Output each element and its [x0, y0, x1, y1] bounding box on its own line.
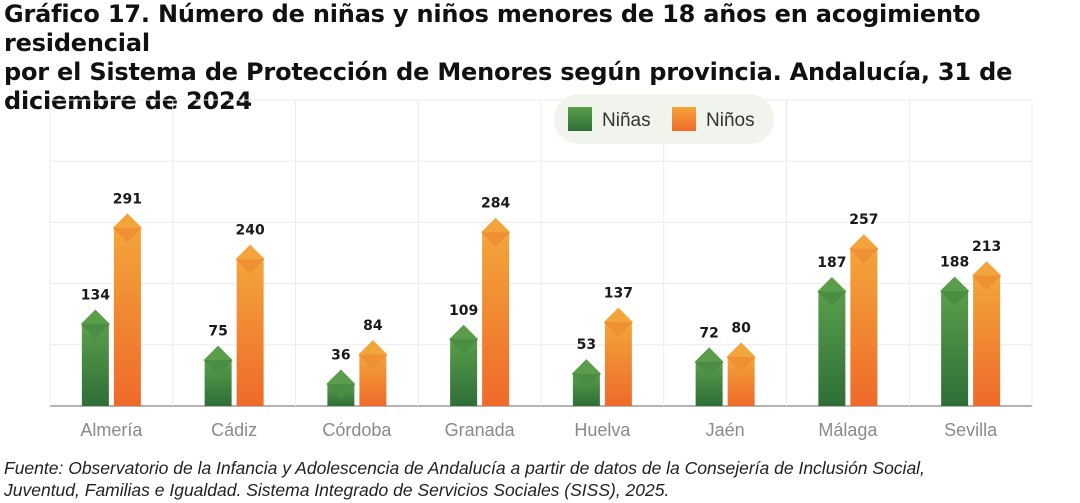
bar-ninos [113, 227, 141, 406]
data-label: 284 [481, 196, 510, 212]
data-label: 80 [731, 321, 751, 337]
bar-cap-diamond [940, 276, 970, 306]
x-tick-label: Almería [80, 420, 143, 440]
x-tick-label: Huelva [574, 420, 631, 440]
x-tick-label: Málaga [818, 420, 878, 440]
data-label: 188 [940, 254, 969, 270]
legend-background [554, 94, 774, 144]
source-line: Juventud, Familias e Igualdad. Sistema I… [4, 480, 670, 500]
data-label: 187 [817, 255, 846, 271]
data-label: 75 [208, 324, 227, 340]
bar-cap-shade [571, 373, 601, 389]
bar-cap-shade [726, 357, 756, 372]
source-note: Fuente: Observatorio de la Infancia y Ad… [4, 457, 1078, 501]
bar-cap-shade [326, 383, 356, 399]
data-label: 213 [972, 239, 1001, 255]
bar-cap-shade [940, 290, 970, 306]
bar-cap-diamond [571, 359, 601, 389]
bar-ninos [973, 275, 1001, 406]
data-label: 109 [449, 303, 478, 319]
title-line: por el Sistema de Protección de Menores … [4, 58, 1013, 86]
bar-cap-shade [235, 259, 265, 274]
bar-cap-diamond [326, 369, 356, 399]
bar-cap-diamond [358, 340, 388, 370]
bar-ninos [236, 259, 264, 406]
bar-cap-diamond [112, 213, 142, 243]
x-tick-label: Sevilla [944, 420, 998, 440]
bar-cap-shade [80, 323, 110, 339]
data-label: 240 [236, 223, 265, 239]
bar-cap-shade [449, 339, 479, 354]
x-tick-label: Jaén [706, 420, 745, 440]
data-label: 134 [81, 287, 110, 303]
data-label: 137 [604, 286, 633, 302]
title-line: Gráfico 17. Número de niñas y niños meno… [4, 0, 981, 57]
bar-chart: 134 291 Almería 75 240 Cádiz 36 84 Córdoba 109 284… [49, 94, 1033, 440]
legend-label: Niñas [602, 110, 651, 131]
chart-title: Gráfico 17. Número de niñas y niños meno… [4, 0, 1076, 116]
bar-cap-diamond [80, 309, 110, 339]
legend-swatch [568, 107, 592, 131]
legend-swatch [672, 107, 696, 131]
x-tick-label: Córdoba [322, 420, 392, 440]
bar-cap-shade [112, 227, 142, 243]
bar-cap-shade [972, 275, 1002, 291]
bar-cap-diamond [694, 347, 724, 377]
data-label: 53 [577, 337, 596, 353]
data-label: 257 [849, 212, 878, 228]
bar-cap-shade [849, 248, 879, 264]
x-tick-label: Cádiz [211, 420, 257, 440]
bar-cap-diamond [603, 307, 633, 337]
chart-area: 134 291 Almería 75 240 Cádiz 36 84 Córdoba 109 284… [0, 90, 1080, 450]
bar-cap-diamond [972, 261, 1002, 291]
bar-cap-shade [603, 322, 633, 337]
bar-cap-shade [481, 232, 511, 247]
bar-ninos [850, 248, 878, 406]
data-label: 36 [331, 347, 350, 363]
bar-cap-diamond [203, 345, 233, 375]
title-line: diciembre de 2024 [4, 87, 253, 115]
data-label: 84 [363, 318, 383, 334]
bar-cap-diamond [235, 244, 265, 274]
bar-cap-diamond [726, 342, 756, 372]
bar-cap-diamond [449, 324, 479, 354]
bar-cap-diamond [817, 277, 847, 307]
data-label: 291 [113, 191, 142, 207]
x-tick-label: Granada [445, 420, 516, 440]
bar-cap-shade [817, 291, 847, 307]
bar-cap-shade [694, 361, 724, 377]
data-label: 72 [699, 325, 718, 341]
bar-cap-shade [203, 360, 233, 375]
bar-cap-diamond [481, 217, 511, 247]
source-line: Fuente: Observatorio de la Infancia y Ad… [4, 458, 925, 478]
bar-cap-shade [358, 354, 388, 370]
bar-ninas [941, 290, 969, 406]
bar-ninas [818, 291, 846, 406]
legend-label: Niños [706, 110, 755, 131]
legend: Niñas Niños [554, 94, 774, 144]
bar-ninos [482, 232, 510, 406]
bar-cap-diamond [849, 234, 879, 264]
